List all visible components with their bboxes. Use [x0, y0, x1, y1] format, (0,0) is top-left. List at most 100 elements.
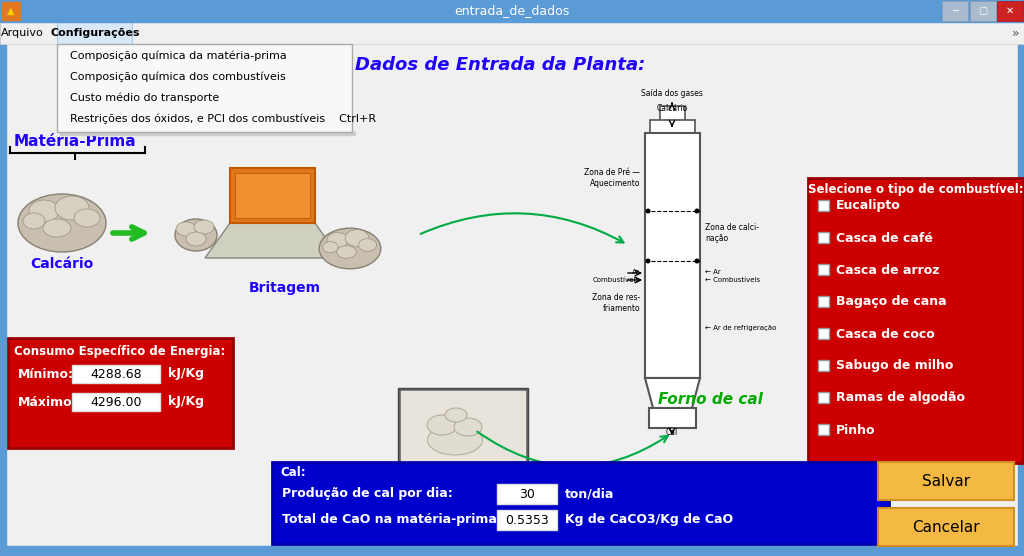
Text: Calcário: Calcário [31, 257, 93, 271]
Bar [57, 44, 352, 132]
Text: Total de CaO na matéria-prima:: Total de CaO na matéria-prima: [282, 514, 502, 527]
Text: entrada_de_dados: entrada_de_dados [455, 4, 569, 17]
Ellipse shape [175, 219, 217, 251]
Text: Zona de Pré —
Aquecimento: Zona de Pré — Aquecimento [584, 167, 640, 188]
Bar [8, 338, 233, 448]
Bar [497, 510, 557, 530]
Bar [818, 424, 829, 435]
Text: ← Ar de refrigeração: ← Ar de refrigeração [705, 325, 776, 331]
Text: Bagaço de cana: Bagaço de cana [836, 295, 946, 309]
Ellipse shape [337, 246, 356, 259]
Text: Casca de arroz: Casca de arroz [836, 264, 939, 276]
Ellipse shape [29, 200, 59, 222]
Bar [808, 178, 1023, 463]
Ellipse shape [427, 425, 482, 455]
Bar [0, 22, 6, 546]
Text: Selecione o tipo de combustível:: Selecione o tipo de combustível: [808, 183, 1023, 196]
Text: Pinho: Pinho [836, 424, 876, 436]
Bar [401, 391, 525, 467]
Bar [57, 22, 132, 44]
Bar [818, 360, 829, 371]
Bar [818, 392, 829, 403]
Text: Arquivo: Arquivo [1, 28, 43, 38]
Text: ton/dia: ton/dia [565, 488, 614, 500]
Ellipse shape [23, 213, 45, 229]
Text: 30: 30 [519, 488, 535, 500]
Text: Eucalipto: Eucalipto [836, 200, 901, 212]
Text: Casca de coco: Casca de coco [836, 327, 935, 340]
Bar [497, 484, 557, 504]
Text: Ramas de algodão: Ramas de algodão [836, 391, 965, 405]
Bar [72, 393, 160, 411]
Bar [0, 546, 1024, 556]
Text: Produção de cal por dia:: Produção de cal por dia: [282, 488, 453, 500]
Text: Mínimo:: Mínimo: [18, 368, 74, 380]
Polygon shape [205, 223, 340, 258]
Text: kJ/Kg: kJ/Kg [168, 368, 204, 380]
Ellipse shape [427, 415, 457, 435]
Ellipse shape [186, 232, 206, 246]
Text: Ar
Combustíveis: Ar Combustíveis [593, 270, 640, 282]
Bar [660, 106, 685, 128]
Circle shape [645, 259, 650, 264]
Text: ─: ─ [952, 6, 957, 16]
Text: ▢: ▢ [978, 6, 987, 16]
Text: Cal:: Cal: [280, 465, 305, 479]
Ellipse shape [194, 220, 214, 234]
Circle shape [645, 208, 650, 214]
Text: »: » [1012, 27, 1020, 39]
Text: Dados de Entrada da Planta:: Dados de Entrada da Planta: [354, 56, 645, 74]
Text: 0.5353: 0.5353 [505, 514, 549, 527]
Text: Cal: Cal [666, 428, 678, 437]
Bar [878, 508, 1014, 546]
Text: ✕: ✕ [1006, 6, 1014, 16]
Text: 4296.00: 4296.00 [90, 395, 141, 409]
Bar [997, 1, 1023, 21]
Ellipse shape [43, 219, 71, 237]
Ellipse shape [358, 239, 377, 251]
Text: Saída dos gases: Saída dos gases [641, 89, 702, 98]
Bar [649, 408, 696, 428]
Circle shape [694, 259, 699, 264]
Text: 4288.68: 4288.68 [90, 368, 141, 380]
Text: ← Ar
← Combustíveis: ← Ar ← Combustíveis [705, 270, 760, 282]
Text: Zona de calci-
nação: Zona de calci- nação [705, 222, 759, 244]
Ellipse shape [74, 209, 100, 227]
Text: Matéria-Prima: Matéria-Prima [13, 135, 136, 150]
Text: ▲: ▲ [7, 6, 14, 16]
Polygon shape [645, 378, 700, 408]
Bar [818, 296, 829, 307]
Ellipse shape [454, 418, 482, 436]
Bar [272, 462, 889, 544]
Text: Salvar: Salvar [922, 474, 970, 489]
Bar [72, 365, 160, 383]
Ellipse shape [18, 194, 106, 252]
Bar [234, 173, 310, 218]
Text: Kg de CaCO3/Kg de CaO: Kg de CaCO3/Kg de CaO [565, 514, 733, 527]
Bar [942, 1, 968, 21]
Text: Configurações: Configurações [50, 28, 139, 38]
Ellipse shape [445, 408, 467, 422]
Bar [1018, 22, 1024, 546]
Bar [398, 388, 528, 470]
Text: Casca de café: Casca de café [836, 231, 933, 245]
Bar [818, 232, 829, 243]
Bar [0, 0, 1024, 22]
Bar [0, 22, 1024, 44]
Ellipse shape [319, 228, 381, 269]
Ellipse shape [176, 222, 196, 236]
Text: Cal Virgem: Cal Virgem [425, 474, 501, 486]
Ellipse shape [323, 241, 338, 252]
Bar [650, 120, 695, 135]
Text: Zona de res-
friamento: Zona de res- friamento [592, 292, 640, 314]
Bar [818, 328, 829, 339]
Text: Custo médio do transporte: Custo médio do transporte [70, 93, 219, 103]
Ellipse shape [327, 232, 348, 248]
Text: Britagem: Britagem [249, 281, 321, 295]
Text: Sabugo de milho: Sabugo de milho [836, 360, 953, 373]
Bar [645, 133, 700, 378]
Text: Consumo Específico de Energia:: Consumo Específico de Energia: [14, 345, 225, 358]
Bar [230, 168, 315, 223]
Text: Composição química da matéria-prima: Composição química da matéria-prima [70, 51, 287, 61]
Circle shape [694, 208, 699, 214]
